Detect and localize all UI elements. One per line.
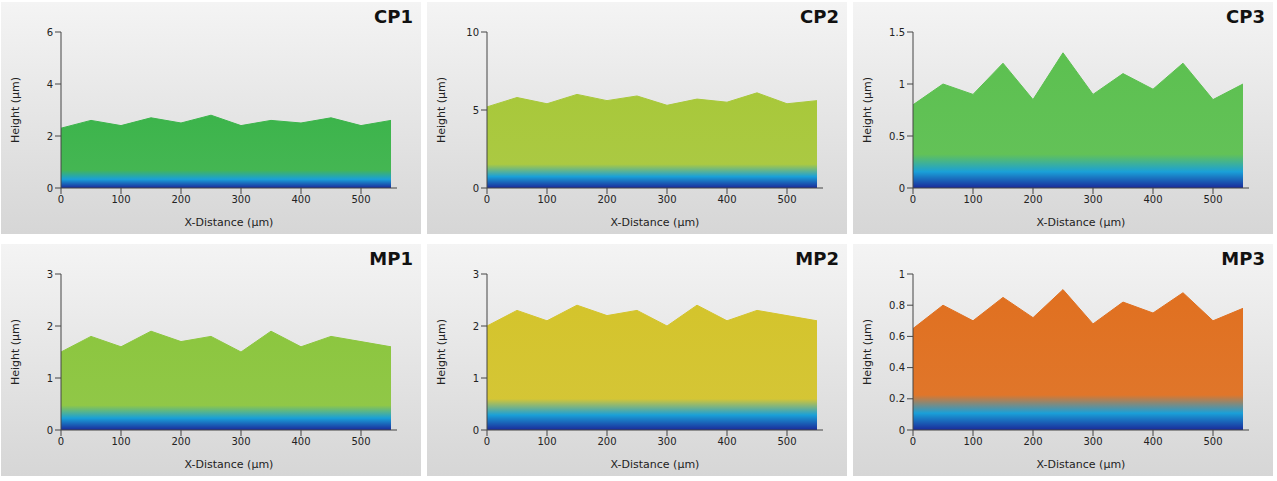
svg-text:0: 0 xyxy=(899,183,905,194)
svg-text:Height (µm): Height (µm) xyxy=(9,319,22,385)
svg-text:1.5: 1.5 xyxy=(889,27,905,38)
html-text:CP2: CP2 xyxy=(800,6,839,27)
svg-text:4: 4 xyxy=(47,79,53,90)
svg-text:500: 500 xyxy=(351,436,370,447)
svg-text:400: 400 xyxy=(1143,436,1162,447)
svg-text:0: 0 xyxy=(910,436,916,447)
svg-text:Height (µm): Height (µm) xyxy=(861,319,874,385)
svg-text:400: 400 xyxy=(717,194,736,205)
svg-text:500: 500 xyxy=(777,436,796,447)
html-text:MP3: MP3 xyxy=(1221,248,1265,269)
svg-text:100: 100 xyxy=(963,436,982,447)
html-text:MP2: MP2 xyxy=(795,248,839,269)
svg-text:0: 0 xyxy=(910,194,916,205)
svg-text:X-Distance (µm): X-Distance (µm) xyxy=(611,458,700,471)
svg-text:X-Distance (µm): X-Distance (µm) xyxy=(185,216,274,229)
svg-text:0.5: 0.5 xyxy=(889,131,905,142)
svg-text:100: 100 xyxy=(111,194,130,205)
svg-text:0: 0 xyxy=(47,425,53,436)
svg-text:0: 0 xyxy=(473,425,479,436)
svg-text:1: 1 xyxy=(899,269,905,280)
svg-text:300: 300 xyxy=(657,194,676,205)
svg-text:1: 1 xyxy=(899,79,905,90)
svg-text:10: 10 xyxy=(466,27,479,38)
svg-text:200: 200 xyxy=(597,194,616,205)
svg-text:2: 2 xyxy=(47,131,53,142)
svg-text:200: 200 xyxy=(597,436,616,447)
svg-text:Height (µm): Height (µm) xyxy=(435,77,448,143)
svg-text:400: 400 xyxy=(291,436,310,447)
svg-text:200: 200 xyxy=(1023,436,1042,447)
svg-text:0: 0 xyxy=(47,183,53,194)
svg-text:0: 0 xyxy=(899,425,905,436)
svg-text:X-Distance (µm): X-Distance (µm) xyxy=(185,458,274,471)
svg-text:0.2: 0.2 xyxy=(889,393,905,404)
svg-text:1: 1 xyxy=(473,373,479,384)
svg-text:3: 3 xyxy=(47,269,53,280)
svg-text:6: 6 xyxy=(47,27,53,38)
svg-text:0: 0 xyxy=(484,194,490,205)
svg-text:0.8: 0.8 xyxy=(889,300,905,311)
svg-text:500: 500 xyxy=(777,194,796,205)
svg-text:200: 200 xyxy=(171,436,190,447)
svg-text:3: 3 xyxy=(473,269,479,280)
svg-text:100: 100 xyxy=(963,194,982,205)
html-text:MP1: MP1 xyxy=(369,248,413,269)
svg-text:400: 400 xyxy=(291,194,310,205)
svg-text:100: 100 xyxy=(111,436,130,447)
svg-text:500: 500 xyxy=(351,194,370,205)
svg-text:200: 200 xyxy=(1023,194,1042,205)
svg-text:300: 300 xyxy=(1083,194,1102,205)
svg-text:0: 0 xyxy=(473,183,479,194)
svg-text:500: 500 xyxy=(1203,436,1222,447)
svg-text:500: 500 xyxy=(1203,194,1222,205)
svg-text:X-Distance (µm): X-Distance (µm) xyxy=(1037,458,1126,471)
svg-text:Height (µm): Height (µm) xyxy=(9,77,22,143)
svg-text:Height (µm): Height (µm) xyxy=(435,319,448,385)
svg-text:2: 2 xyxy=(473,321,479,332)
svg-text:0: 0 xyxy=(484,436,490,447)
svg-text:X-Distance (µm): X-Distance (µm) xyxy=(1037,216,1126,229)
svg-text:300: 300 xyxy=(231,194,250,205)
svg-text:0.6: 0.6 xyxy=(889,331,905,342)
svg-text:100: 100 xyxy=(537,436,556,447)
svg-text:2: 2 xyxy=(47,321,53,332)
svg-text:200: 200 xyxy=(171,194,190,205)
svg-text:0.4: 0.4 xyxy=(889,362,905,373)
svg-text:100: 100 xyxy=(537,194,556,205)
svg-text:0: 0 xyxy=(58,436,64,447)
svg-text:0: 0 xyxy=(58,194,64,205)
svg-text:300: 300 xyxy=(657,436,676,447)
svg-text:5: 5 xyxy=(473,105,479,116)
svg-text:400: 400 xyxy=(1143,194,1162,205)
svg-text:300: 300 xyxy=(231,436,250,447)
svg-text:X-Distance (µm): X-Distance (µm) xyxy=(611,216,700,229)
svg-text:1: 1 xyxy=(47,373,53,384)
svg-text:Height (µm): Height (µm) xyxy=(861,77,874,143)
svg-text:300: 300 xyxy=(1083,436,1102,447)
svg-text:400: 400 xyxy=(717,436,736,447)
html-text:CP3: CP3 xyxy=(1226,6,1265,27)
html-text:CP1: CP1 xyxy=(374,6,413,27)
